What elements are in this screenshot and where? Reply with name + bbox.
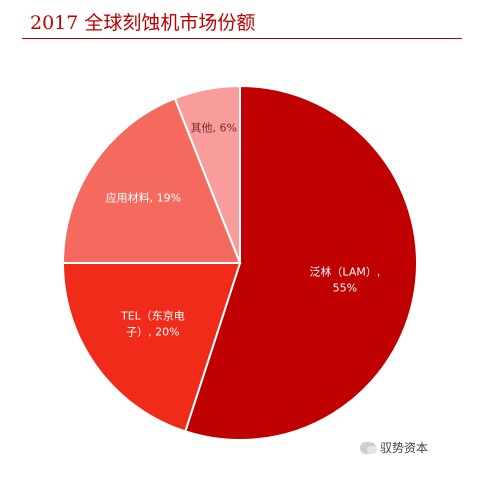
slice-label: 泛林（LAM）, 55% <box>309 265 380 295</box>
slice-label: 其他, 6% <box>191 122 237 135</box>
pie-slice <box>61 262 242 433</box>
slice-label: TEL（东京电子）, 20% <box>120 308 185 338</box>
pie-slice <box>184 84 418 441</box>
wechat-icon <box>360 441 377 454</box>
watermark-text: 驭势资本 <box>380 441 429 455</box>
pie-slice <box>61 97 242 264</box>
slice-label: 应用材料, 19% <box>106 190 181 204</box>
chart-title: 2017 全球刻蚀机市场份额 <box>30 12 256 34</box>
watermark: 驭势资本 <box>360 439 428 456</box>
pie-slice <box>173 84 241 264</box>
title-rule <box>22 38 462 39</box>
